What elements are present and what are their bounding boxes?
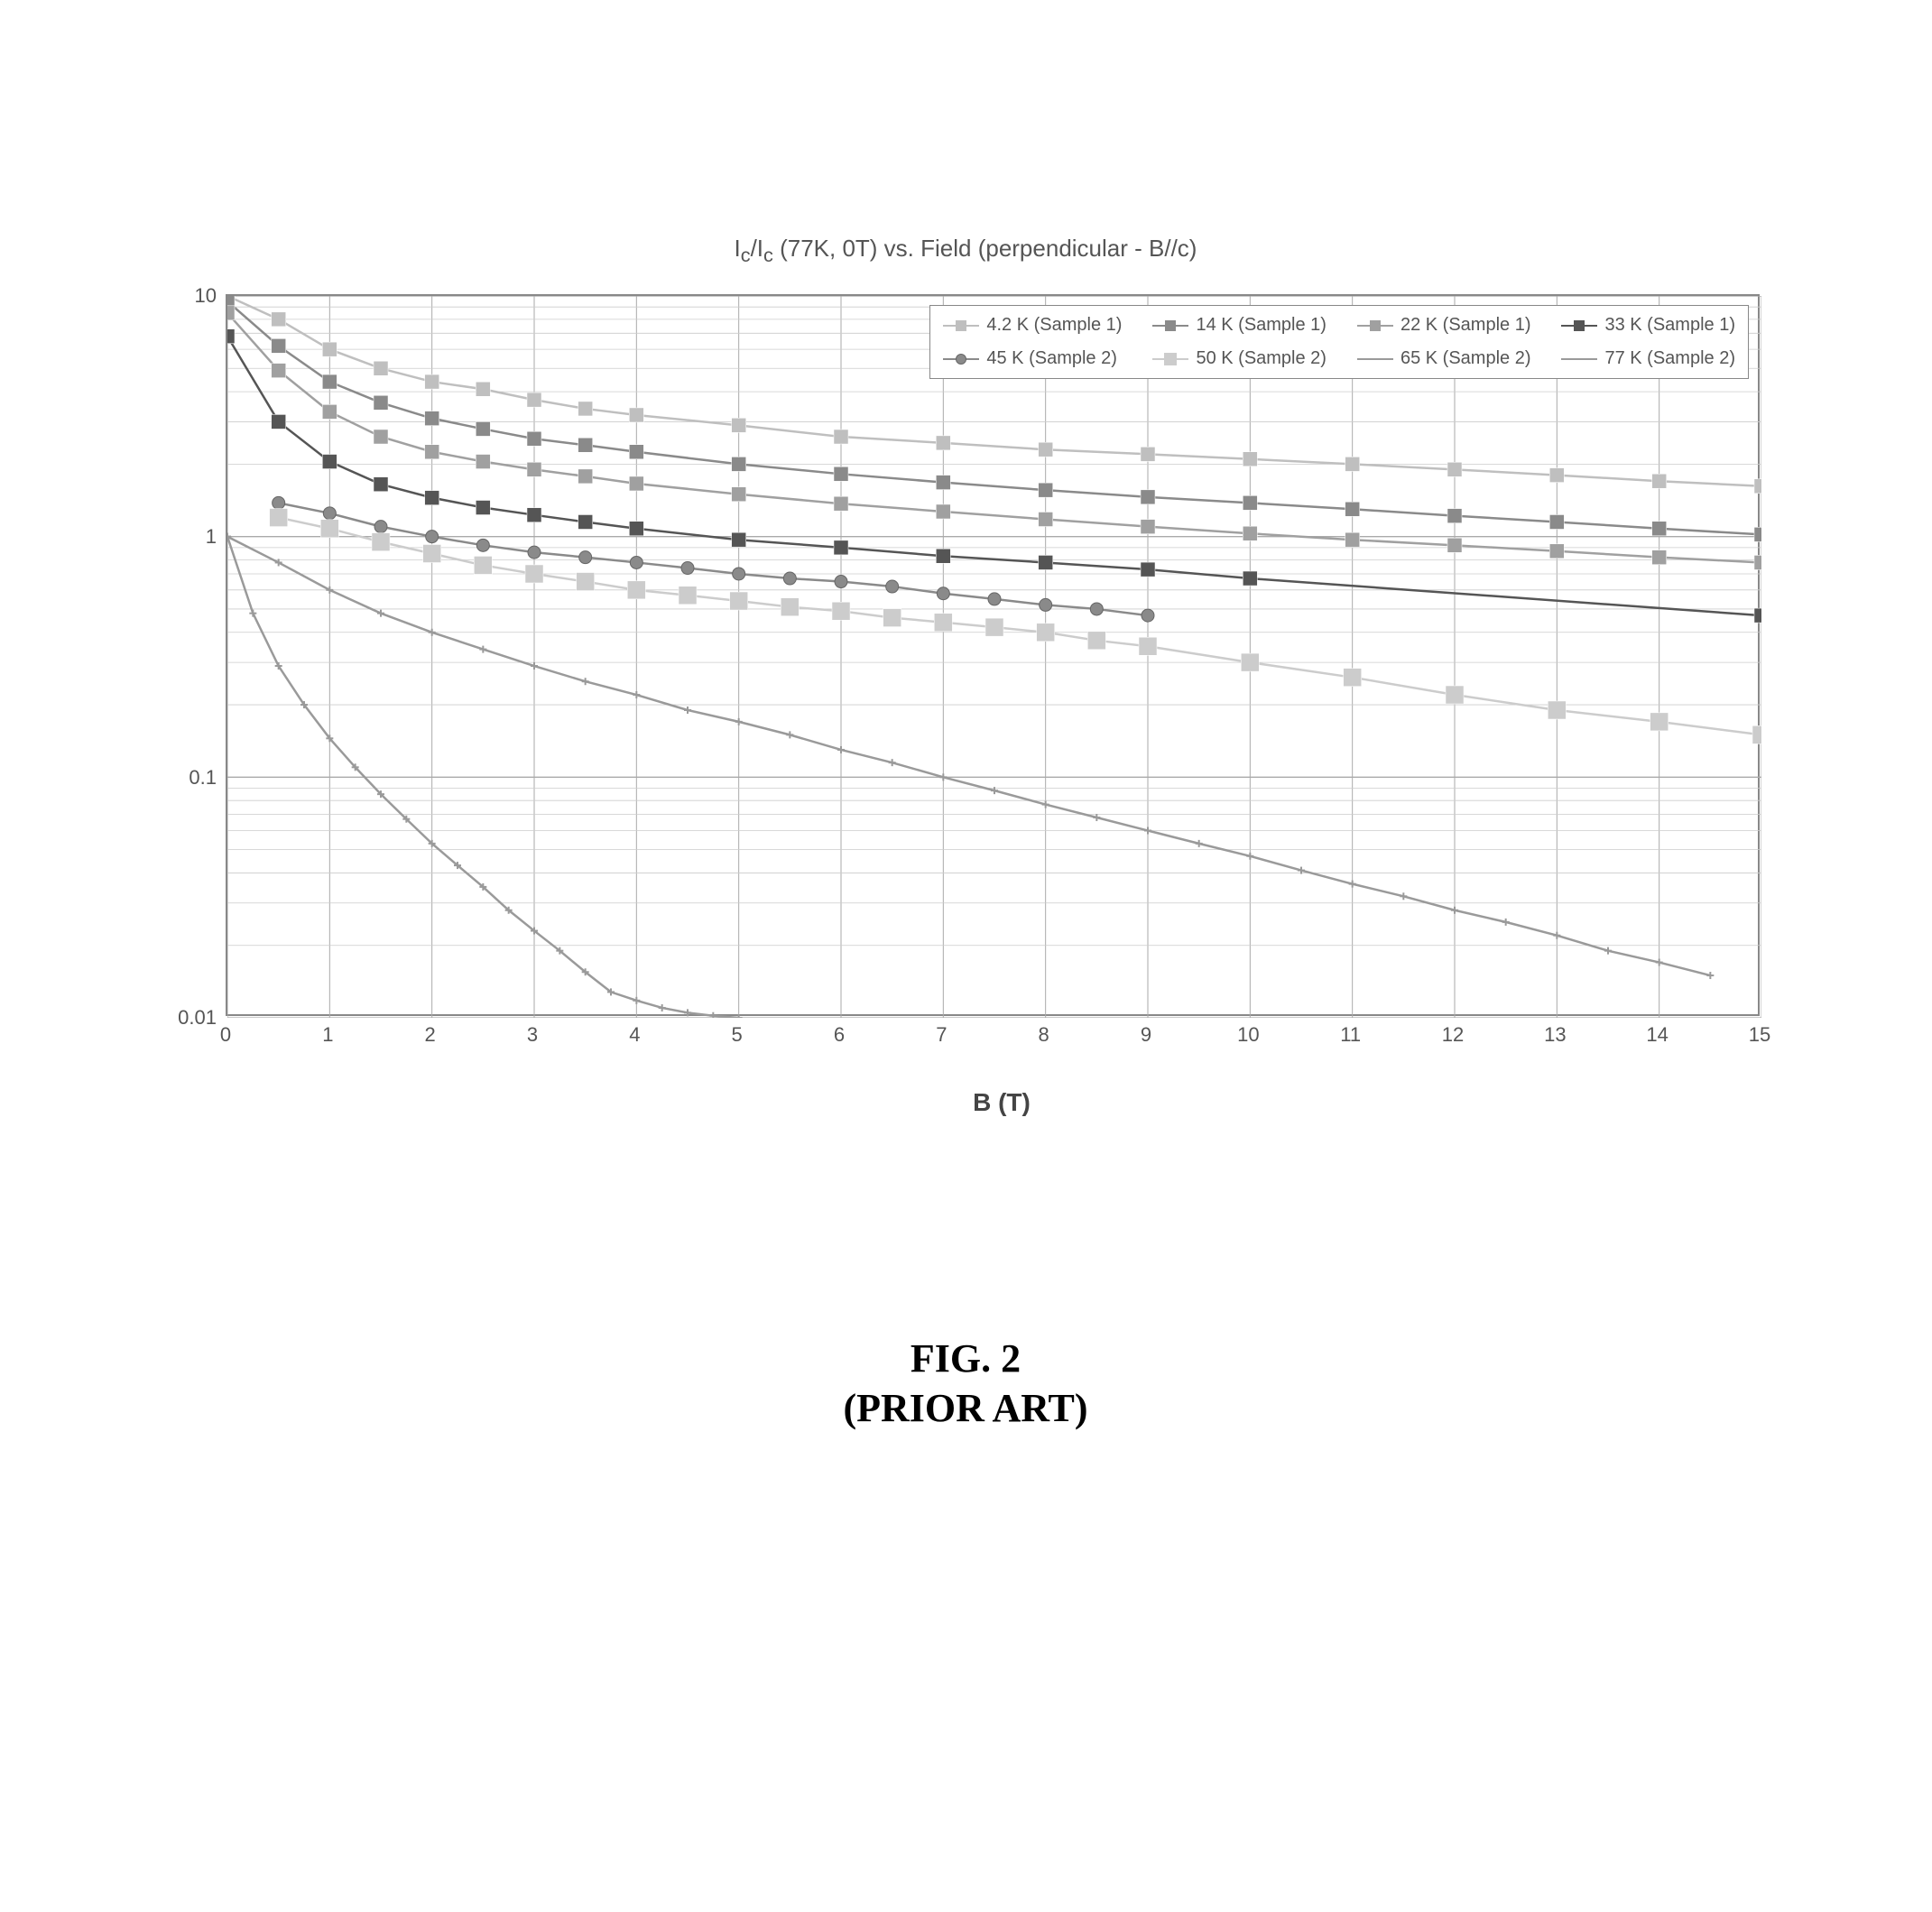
legend-item-s14: 14 K (Sample 1) xyxy=(1152,315,1327,336)
legend-swatch xyxy=(1357,358,1393,360)
legend-item-s33: 33 K (Sample 1) xyxy=(1561,315,1735,336)
legend-label: 77 K (Sample 2) xyxy=(1604,348,1735,369)
y-tick-label: 0.1 xyxy=(189,766,227,790)
legend-swatch xyxy=(1357,325,1393,327)
figure-caption-line1: FIG. 2 xyxy=(153,1334,1778,1383)
x-axis-label: B (T) xyxy=(226,1088,1778,1117)
legend-marker-icon xyxy=(956,354,966,365)
chart-frame: Ic (H//c)/Ic (77K 0T) 4.2 K (Sample 1)14… xyxy=(226,294,1778,1117)
legend-label: 4.2 K (Sample 1) xyxy=(986,315,1122,336)
legend-swatch xyxy=(1152,325,1188,327)
legend-item-s22: 22 K (Sample 1) xyxy=(1357,315,1531,336)
x-tick-label: 10 xyxy=(1237,1023,1259,1047)
x-tick-label: 3 xyxy=(527,1023,538,1047)
legend-marker-icon xyxy=(1576,356,1583,363)
legend-swatch xyxy=(943,325,979,327)
x-tick-row: 0123456789101112131415 xyxy=(226,1016,1760,1043)
legend-label: 45 K (Sample 2) xyxy=(986,348,1117,369)
x-tick-label: 9 xyxy=(1141,1023,1151,1047)
legend-label: 65 K (Sample 2) xyxy=(1400,348,1531,369)
figure-caption-line2: (PRIOR ART) xyxy=(153,1383,1778,1433)
x-tick-label: 13 xyxy=(1544,1023,1566,1047)
x-tick-label: 12 xyxy=(1442,1023,1464,1047)
legend-marker-icon xyxy=(1165,320,1176,331)
legend-item-s50: 50 K (Sample 2) xyxy=(1152,348,1327,369)
x-tick-label: 2 xyxy=(425,1023,436,1047)
legend-marker-icon xyxy=(1164,353,1177,365)
series-s45 xyxy=(273,497,1154,623)
x-tick-label: 4 xyxy=(629,1023,640,1047)
legend-label: 50 K (Sample 2) xyxy=(1196,348,1327,369)
plot-svg xyxy=(227,296,1761,1018)
legend-marker-icon xyxy=(1574,320,1585,331)
series-s50 xyxy=(270,509,1761,744)
y-tick-label: 1 xyxy=(206,525,227,549)
chart-title: Ic/Ic (77K, 0T) vs. Field (perpendicular… xyxy=(153,235,1778,267)
legend-item-s77: 77 K (Sample 2) xyxy=(1561,348,1735,369)
legend-marker-icon xyxy=(956,320,966,331)
x-tick-label: 14 xyxy=(1646,1023,1668,1047)
legend-item-s45: 45 K (Sample 2) xyxy=(943,348,1122,369)
x-tick-label: 5 xyxy=(732,1023,743,1047)
legend-label: 33 K (Sample 1) xyxy=(1604,315,1735,336)
legend-item-s42: 4.2 K (Sample 1) xyxy=(943,315,1122,336)
legend-swatch xyxy=(943,358,979,360)
x-tick-label: 11 xyxy=(1340,1023,1361,1047)
legend-marker-icon xyxy=(1372,356,1379,363)
legend-item-s65: 65 K (Sample 2) xyxy=(1357,348,1531,369)
x-tick-label: 0 xyxy=(220,1023,231,1047)
legend-marker-icon xyxy=(1370,320,1381,331)
figure-caption: FIG. 2 (PRIOR ART) xyxy=(153,1334,1778,1433)
x-tick-label: 1 xyxy=(322,1023,333,1047)
x-tick-label: 8 xyxy=(1039,1023,1049,1047)
legend-label: 22 K (Sample 1) xyxy=(1400,315,1531,336)
legend-swatch xyxy=(1152,358,1188,360)
y-tick-label: 10 xyxy=(195,284,227,308)
x-tick-label: 7 xyxy=(936,1023,947,1047)
plot-area: 4.2 K (Sample 1) 14 K (Sample 1) 22 K (Sam… xyxy=(226,294,1760,1016)
legend-swatch xyxy=(1561,325,1597,327)
legend-swatch xyxy=(1561,358,1597,360)
series-s65 xyxy=(227,533,1714,979)
x-tick-label: 15 xyxy=(1749,1023,1770,1047)
legend: 4.2 K (Sample 1) 14 K (Sample 1) 22 K (Sam… xyxy=(929,305,1749,379)
legend-label: 14 K (Sample 1) xyxy=(1196,315,1327,336)
x-tick-label: 6 xyxy=(834,1023,845,1047)
